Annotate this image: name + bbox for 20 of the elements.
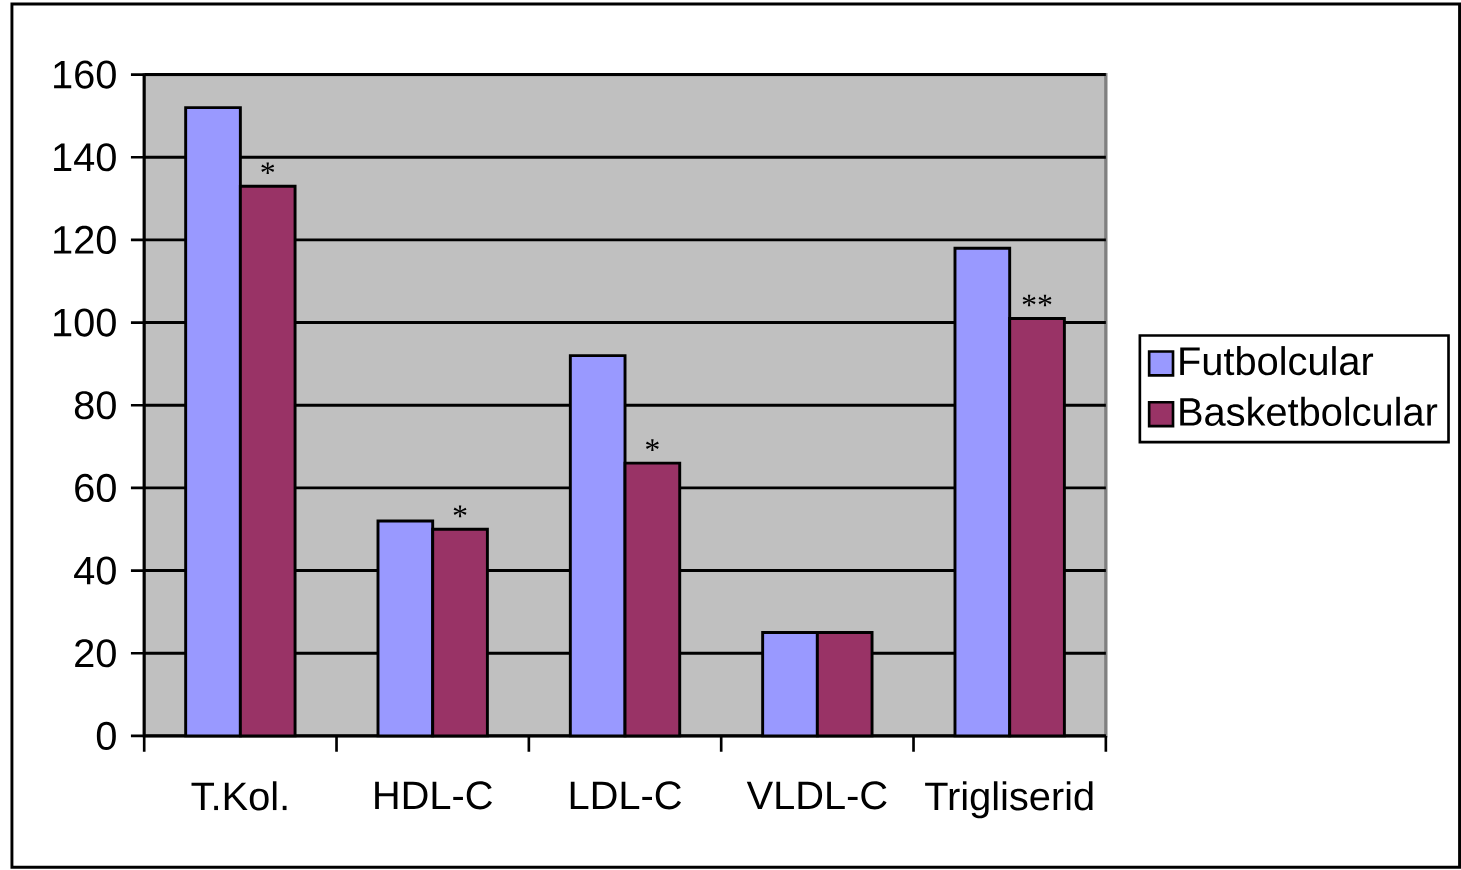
y-tick-label: 100 <box>54 308 116 337</box>
annotation: ** <box>1022 294 1052 307</box>
annotation: * <box>261 162 275 175</box>
y-tick-label: 20 <box>75 639 116 668</box>
y-tick-label: 40 <box>74 556 116 585</box>
y-tick-label: 60 <box>75 473 116 502</box>
x-tick-label: T.Kol. <box>191 781 287 811</box>
annotation: * <box>645 439 659 451</box>
y-tick-label: 0 <box>96 721 116 750</box>
y-tick-label: 140 <box>54 143 116 172</box>
x-tick-label: VLDL-C <box>746 781 887 810</box>
x-tick-label: LDL-C <box>570 781 681 810</box>
y-tick-label: 160 <box>54 60 116 89</box>
x-tick-label: Trigliserid <box>925 781 1093 819</box>
x-tick-label: HDL-C <box>375 781 492 810</box>
legend-label: Futbolcular <box>1180 346 1374 376</box>
annotation: * <box>453 505 467 518</box>
y-tick-label: 80 <box>74 391 116 420</box>
legend-label: Basketbolcular <box>1180 396 1438 426</box>
y-tick-label: 120 <box>54 225 116 254</box>
